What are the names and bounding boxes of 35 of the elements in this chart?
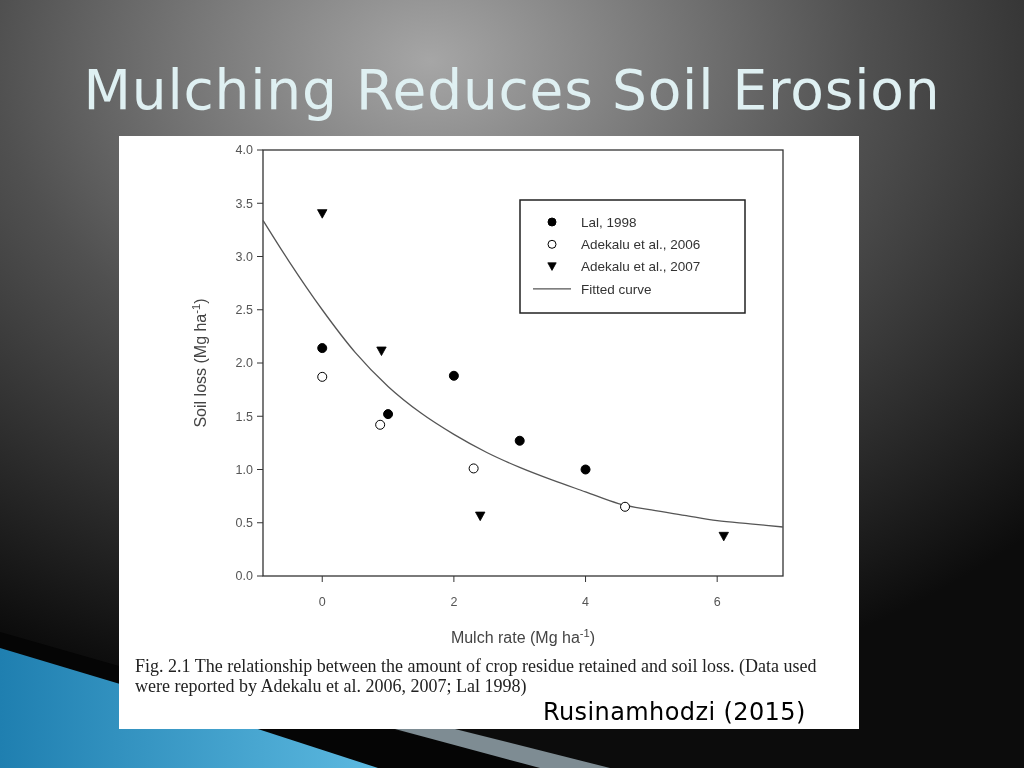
x-tick-label: 2 (450, 595, 458, 609)
y-tick-label: 1.0 (235, 462, 254, 477)
y-tick-label: 3.5 (235, 196, 254, 211)
y-tick-label: 2.0 (235, 356, 254, 371)
legend-label: Fitted curve (581, 281, 652, 297)
y-tick-label: 1.5 (235, 409, 254, 424)
point (383, 409, 394, 420)
point (317, 371, 328, 382)
y-tick-label: 3.0 (235, 249, 254, 264)
point (376, 346, 387, 356)
y-tick-label: 0.5 (235, 516, 254, 531)
x-tick-label: 0 (318, 595, 326, 609)
point (468, 463, 479, 474)
legend-label: Adekalu et al., 2006 (581, 237, 701, 253)
point (317, 343, 328, 354)
legend-label: Lal, 1998 (581, 214, 637, 230)
point (514, 435, 525, 446)
point (580, 464, 591, 475)
point (317, 209, 328, 219)
legend-label: Adekalu et al., 2007 (581, 259, 701, 275)
x-axis-title: Mulch rate (Mg ha$^{-1}$) (450, 627, 596, 646)
line-series (262, 219, 784, 528)
point (375, 419, 386, 430)
point (718, 531, 729, 542)
caption: Fig. 2.1 The relationship between the amount of crop residue retained and soil loss. (Data used were reported by Adekalu et al. 2006, 2007; Lal 1998) (135, 656, 821, 697)
x-tick-label: 4 (582, 595, 590, 609)
y-tick-label: 4.0 (235, 143, 254, 158)
y-tick-label: 0.0 (235, 569, 254, 584)
y-tick-label: 2.5 (235, 303, 254, 318)
x-tick-label: 6 (713, 595, 721, 609)
chart-title: Mulching Reduces Soil Erosion (83, 58, 941, 122)
point (620, 501, 631, 512)
text: Rusinamhodzi (2015) (543, 698, 806, 726)
point (475, 511, 486, 522)
point (448, 370, 459, 381)
